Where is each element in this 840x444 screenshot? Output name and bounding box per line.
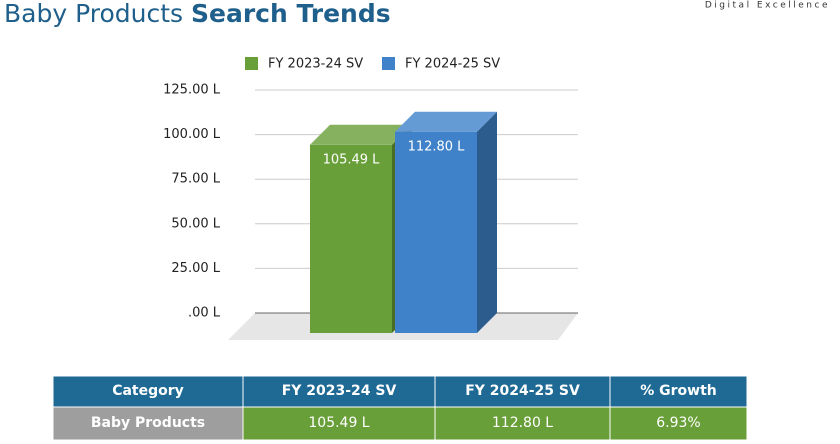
table-cell-text: 6.93% (656, 415, 700, 431)
table-header-text: Category (112, 383, 184, 399)
grid: .00 L 25.00 L 50.00 L 75.00 L 100.00 L 125.00… (163, 83, 578, 321)
table-header-cell (609, 375, 748, 408)
table-cell (242, 406, 436, 441)
y-tick-label: 100.00 L (163, 127, 221, 142)
title-bold: Search Trends (191, 0, 391, 28)
legend-label: FY 2023-24 SV (268, 57, 363, 72)
table: Category FY 2023-24 SV FY 2024-25 SV % Grow… (52, 375, 748, 441)
table-cell (52, 406, 244, 441)
value-label: 112.80 L (408, 139, 466, 154)
y-tick-label: 75.00 L (171, 172, 220, 187)
table-cell (609, 406, 748, 441)
table-header-cell (52, 375, 244, 408)
bar (395, 131, 477, 333)
legend-label: FY 2024-25 SV (405, 57, 500, 72)
y-tick-label: 25.00 L (171, 261, 220, 276)
value-label: 105.49 L (323, 152, 381, 167)
y-tick-label: 125.00 L (163, 83, 221, 98)
bar-top (395, 111, 497, 132)
bar-top (310, 124, 412, 145)
y-tick-label: .00 L (188, 306, 221, 321)
table-cell-text: Baby Products (91, 415, 205, 431)
brand: Digital Excellence (705, 1, 830, 11)
table-header-text: % Growth (640, 383, 717, 399)
bars: 105.49 L 112.80 L (310, 111, 497, 333)
legend-swatch (382, 57, 395, 70)
bar (310, 144, 392, 333)
bar-side (477, 111, 497, 333)
legend-swatch (245, 57, 258, 70)
table-cell-text: 105.49 L (308, 415, 369, 431)
title-light: Baby Products (4, 0, 183, 28)
y-tick-label: 50.00 L (171, 216, 220, 231)
table-header-text: FY 2024-25 SV (465, 383, 580, 399)
title: Baby Products Search Trends (4, 0, 391, 28)
table-cell-text: 112.80 L (492, 415, 553, 431)
table-header-text: FY 2023-24 SV (282, 383, 397, 399)
